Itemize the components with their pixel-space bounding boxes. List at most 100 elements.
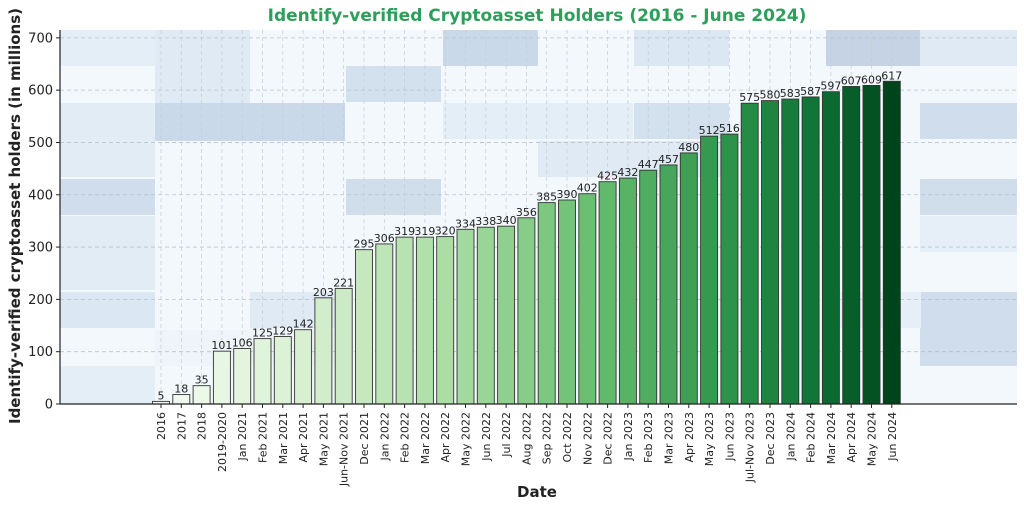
data-label: 320 (435, 225, 456, 238)
x-tick-label: 2018 (196, 412, 209, 440)
x-tick-label: Apr 2024 (845, 412, 858, 463)
bar (781, 98, 800, 405)
data-label: 35 (195, 374, 209, 387)
x-tick-label: Sep 2022 (541, 412, 554, 464)
bar (436, 236, 455, 405)
x-tick-label: Jan 2024 (784, 412, 797, 461)
bar (842, 86, 861, 405)
data-label: 447 (638, 158, 659, 171)
bar (558, 199, 576, 405)
x-tick-label: Oct 2022 (561, 412, 574, 463)
data-label: 609 (861, 73, 882, 86)
y-tick-label: 200 (28, 293, 53, 308)
data-label: 306 (374, 232, 395, 245)
data-label: 338 (475, 215, 496, 228)
bar (192, 385, 211, 405)
x-tick-label: Apr 2023 (683, 412, 696, 463)
x-tick-label: 2016 (155, 412, 168, 440)
data-label: 587 (800, 85, 821, 98)
x-tick-label: Apr 2022 (439, 412, 452, 463)
x-tick-label: Feb 2021 (257, 412, 270, 463)
x-tick-label: Dec 2021 (358, 412, 371, 465)
data-label: 101 (211, 339, 232, 352)
data-label: 203 (313, 286, 334, 299)
data-label: 129 (272, 325, 293, 338)
bar (700, 135, 719, 405)
data-label: 125 (252, 327, 273, 340)
bar (862, 84, 881, 405)
data-label: 457 (658, 153, 679, 166)
data-label: 402 (577, 182, 598, 195)
bar (172, 394, 191, 405)
y-tick-label: 100 (28, 345, 53, 360)
bar (273, 336, 292, 405)
bar (415, 236, 434, 405)
bar (334, 287, 353, 405)
bar (740, 102, 759, 405)
data-label: 142 (293, 318, 314, 331)
bar (375, 243, 394, 405)
data-label: 575 (739, 91, 760, 104)
x-tick-label: Jun 2023 (723, 412, 736, 462)
data-label: 480 (678, 141, 699, 154)
data-label: 425 (597, 170, 618, 183)
data-label: 597 (820, 80, 841, 93)
x-tick-label: Jan 2021 (236, 412, 249, 461)
x-tick-label: Apr 2021 (297, 412, 310, 463)
bar (395, 236, 414, 405)
bar (537, 202, 556, 405)
bar (314, 297, 333, 405)
data-label: 340 (496, 214, 517, 227)
x-tick-label: Jul-Nov 2023 (744, 412, 757, 483)
bar (517, 217, 536, 405)
x-axis-label: Date (517, 483, 557, 501)
data-label: 334 (455, 217, 476, 230)
bar (882, 80, 901, 405)
data-label: 385 (536, 191, 557, 204)
bar (212, 350, 231, 405)
x-tick-label: May 2021 (317, 412, 330, 466)
x-tick-label: Mar 2023 (663, 412, 676, 464)
y-axis-label: Identify-verified cryptoasset holders (i… (6, 8, 24, 424)
bars (152, 80, 901, 405)
x-tick-label: May 2023 (703, 412, 716, 466)
data-label: 18 (174, 383, 188, 396)
x-tick-label: Feb 2022 (399, 412, 412, 463)
x-tick-label: Dec 2022 (602, 412, 615, 465)
x-tick-label: May 2024 (866, 412, 879, 466)
data-label: 607 (841, 74, 862, 87)
bar (233, 348, 252, 405)
data-label: 106 (232, 337, 253, 350)
x-tick-label: 2017 (175, 412, 188, 440)
bar (476, 226, 495, 405)
x-tick-label: Mar 2024 (825, 412, 838, 464)
y-tick-label: 0 (45, 398, 53, 413)
bar (720, 133, 739, 405)
bar (497, 225, 516, 405)
data-label: 221 (333, 276, 354, 289)
x-tick-label: Feb 2024 (805, 412, 818, 463)
data-label: 516 (719, 122, 740, 135)
y-tick-label: 400 (28, 188, 53, 203)
bar (578, 193, 597, 405)
chart-title: Identify-verified Cryptoasset Holders (2… (268, 6, 807, 26)
bar (253, 338, 272, 405)
bar (598, 181, 617, 405)
data-label: 319 (414, 225, 435, 238)
bar (761, 100, 779, 405)
x-tick-label: Jul 2022 (500, 412, 513, 458)
bar (821, 91, 840, 405)
y-tick-label: 300 (28, 241, 53, 256)
x-tick-label: May 2022 (460, 412, 473, 466)
x-tick-label: Jun 2024 (886, 412, 899, 462)
x-tick-label: Jun 2022 (480, 412, 493, 462)
bar (456, 228, 475, 405)
bar (801, 96, 820, 405)
data-label: 432 (617, 166, 638, 179)
bar (355, 249, 373, 405)
x-tick-label: Jun-Nov 2021 (338, 412, 351, 487)
x-tick-label: 2019-2020 (216, 412, 229, 472)
x-tick-label: Mar 2021 (277, 412, 290, 464)
